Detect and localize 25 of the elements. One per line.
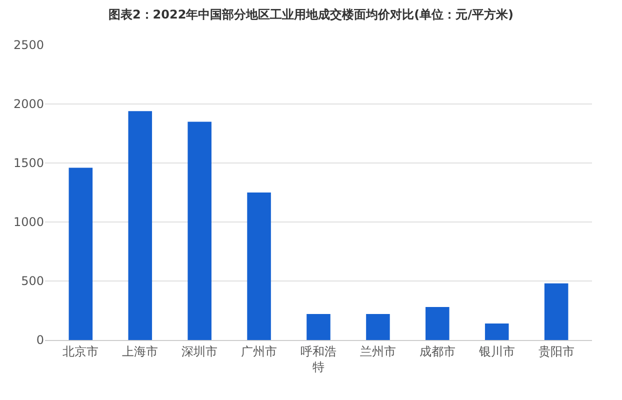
y-tick-label: 0 <box>36 333 44 348</box>
x-tick-label: 贵阳市 <box>538 344 574 358</box>
y-tick-label: 2500 <box>13 38 44 52</box>
y-tick-label: 1000 <box>13 215 44 230</box>
bar <box>188 122 212 340</box>
bar <box>426 306 450 340</box>
y-tick-label: 2000 <box>13 97 44 112</box>
bar <box>544 283 568 340</box>
x-tick-label: 银川市 <box>478 344 515 358</box>
bar <box>128 111 152 340</box>
x-tick-label: 北京市 <box>62 344 99 358</box>
bar <box>247 192 271 340</box>
x-tick-label: 成都市 <box>419 344 456 358</box>
x-tick-label: 兰州市 <box>360 344 396 358</box>
bar <box>366 314 390 340</box>
y-tick-label: 500 <box>21 274 44 288</box>
bar <box>484 323 509 340</box>
x-tick-label: 上海市 <box>122 344 158 358</box>
y-tick-label: 1500 <box>13 156 44 170</box>
bar <box>306 314 330 340</box>
x-tick-label: 呼和浩特 <box>300 344 336 374</box>
x-tick-label: 深圳市 <box>182 344 218 358</box>
x-tick-label: 广州市 <box>241 344 278 358</box>
bar <box>68 168 93 340</box>
chart-title: 图表2：2022年中国部分地区工业用地成交楼面均价对比(单位：元/平方米) <box>108 7 514 22</box>
